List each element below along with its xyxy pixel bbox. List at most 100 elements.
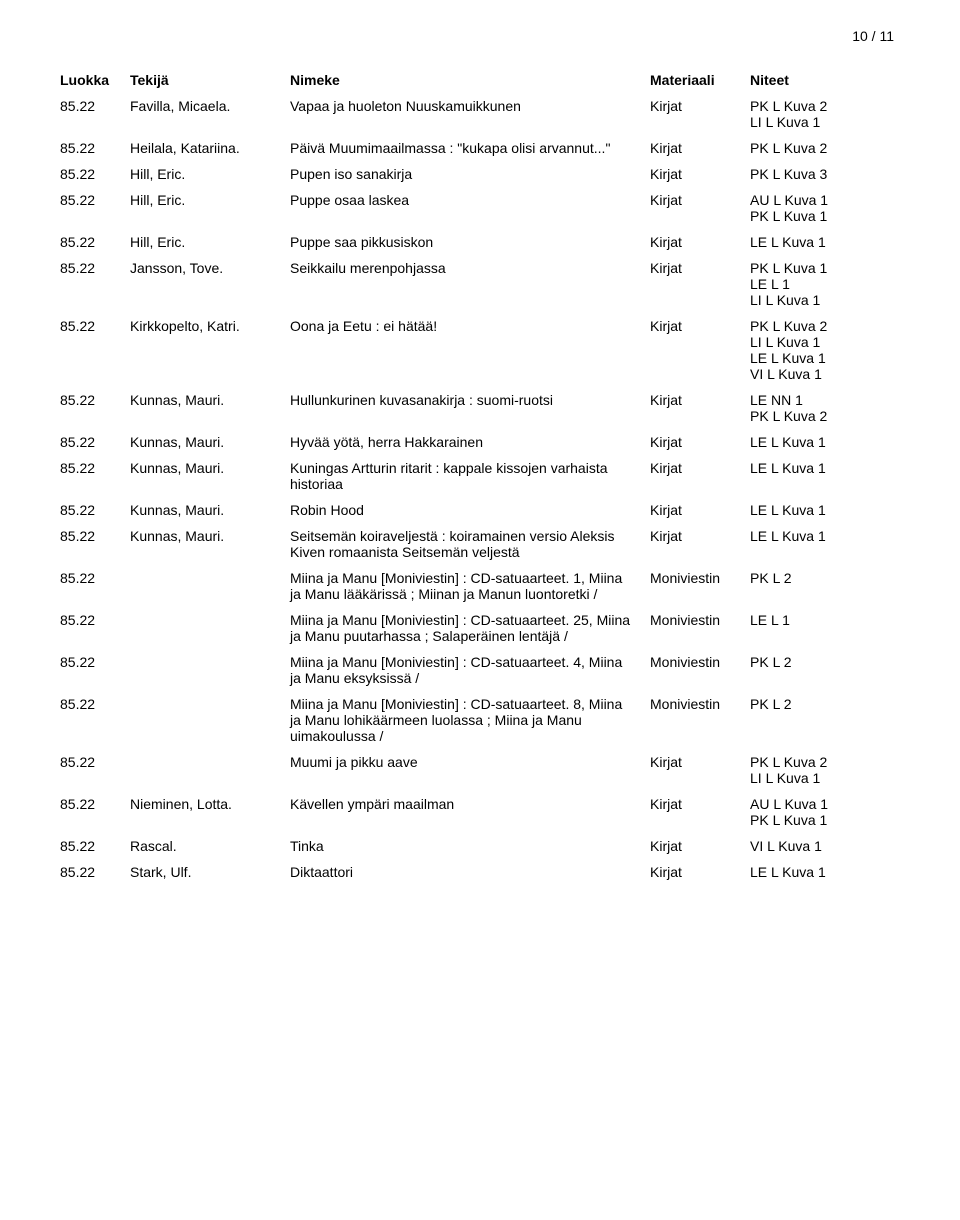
cell-tekija: Rascal. bbox=[130, 838, 290, 854]
cell-niteet: LE L 1 bbox=[750, 612, 900, 628]
nite-line: LE L Kuva 1 bbox=[750, 350, 900, 366]
cell-niteet: PK L 2 bbox=[750, 696, 900, 712]
cell-nimeke: Robin Hood bbox=[290, 502, 650, 518]
table-row: 85.22Miina ja Manu [Moniviestin] : CD-sa… bbox=[60, 654, 900, 686]
nite-line: LE L Kuva 1 bbox=[750, 234, 900, 250]
cell-niteet: AU L Kuva 1PK L Kuva 1 bbox=[750, 192, 900, 224]
nite-line: LE L Kuva 1 bbox=[750, 460, 900, 476]
cell-nimeke: Diktaattori bbox=[290, 864, 650, 880]
nite-line: PK L Kuva 1 bbox=[750, 208, 900, 224]
header-tekija: Tekijä bbox=[130, 72, 290, 88]
cell-materiaali: Kirjat bbox=[650, 502, 750, 518]
cell-materiaali: Kirjat bbox=[650, 864, 750, 880]
nite-line: LI L Kuva 1 bbox=[750, 334, 900, 350]
cell-niteet: PK L Kuva 3 bbox=[750, 166, 900, 182]
cell-tekija: Kunnas, Mauri. bbox=[130, 460, 290, 476]
table-row: 85.22 Muumi ja pikku aaveKirjatPK L Kuva … bbox=[60, 754, 900, 786]
cell-tekija: Hill, Eric. bbox=[130, 192, 290, 208]
cell-materiaali: Moniviestin bbox=[650, 654, 750, 670]
cell-materiaali: Kirjat bbox=[650, 528, 750, 544]
nite-line: PK L Kuva 2 bbox=[750, 408, 900, 424]
cell-tekija: Kunnas, Mauri. bbox=[130, 502, 290, 518]
cell-niteet: PK L Kuva 2LI L Kuva 1LE L Kuva 1VI L Ku… bbox=[750, 318, 900, 382]
cell-nimeke: Pupen iso sanakirja bbox=[290, 166, 650, 182]
cell-materiaali: Kirjat bbox=[650, 234, 750, 250]
cell-niteet: LE L Kuva 1 bbox=[750, 864, 900, 880]
cell-nimeke: Seikkailu merenpohjassa bbox=[290, 260, 650, 276]
cell-luokka: 85.22 bbox=[60, 864, 130, 880]
cell-niteet: PK L Kuva 1LE L 1LI L Kuva 1 bbox=[750, 260, 900, 308]
table-row: 85.22Kunnas, Mauri.Hyvää yötä, herra Hak… bbox=[60, 434, 900, 450]
nite-line: PK L Kuva 1 bbox=[750, 812, 900, 828]
cell-tekija: Kunnas, Mauri. bbox=[130, 434, 290, 450]
cell-nimeke: Vapaa ja huoleton Nuuskamuikkunen bbox=[290, 98, 650, 114]
nite-line: VI L Kuva 1 bbox=[750, 838, 900, 854]
cell-luokka: 85.22 bbox=[60, 434, 130, 450]
cell-niteet: PK L Kuva 2 bbox=[750, 140, 900, 156]
cell-tekija: Heilala, Katariina. bbox=[130, 140, 290, 156]
table-row: 85.22Hill, Eric.Puppe saa pikkusiskonKir… bbox=[60, 234, 900, 250]
cell-nimeke: Miina ja Manu [Moniviestin] : CD-satuaar… bbox=[290, 696, 650, 744]
cell-luokka: 85.22 bbox=[60, 460, 130, 476]
cell-materiaali: Kirjat bbox=[650, 166, 750, 182]
cell-niteet: VI L Kuva 1 bbox=[750, 838, 900, 854]
table-row: 85.22Jansson, Tove.Seikkailu merenpohjas… bbox=[60, 260, 900, 308]
nite-line: PK L Kuva 3 bbox=[750, 166, 900, 182]
cell-luokka: 85.22 bbox=[60, 318, 130, 334]
cell-materiaali: Kirjat bbox=[650, 318, 750, 334]
nite-line: PK L Kuva 2 bbox=[750, 754, 900, 770]
nite-line: PK L 2 bbox=[750, 696, 900, 712]
cell-nimeke: Miina ja Manu [Moniviestin] : CD-satuaar… bbox=[290, 612, 650, 644]
table-row: 85.22Kunnas, Mauri.Kuningas Artturin rit… bbox=[60, 460, 900, 492]
table-row: 85.22Favilla, Micaela.Vapaa ja huoleton … bbox=[60, 98, 900, 130]
cell-niteet: PK L Kuva 2LI L Kuva 1 bbox=[750, 98, 900, 130]
nite-line: PK L 2 bbox=[750, 654, 900, 670]
cell-nimeke: Puppe saa pikkusiskon bbox=[290, 234, 650, 250]
cell-nimeke: Hyvää yötä, herra Hakkarainen bbox=[290, 434, 650, 450]
nite-line: VI L Kuva 1 bbox=[750, 366, 900, 382]
cell-niteet: LE NN 1PK L Kuva 2 bbox=[750, 392, 900, 424]
header-niteet: Niteet bbox=[750, 72, 900, 88]
nite-line: PK L Kuva 2 bbox=[750, 140, 900, 156]
cell-luokka: 85.22 bbox=[60, 754, 130, 770]
table-row: 85.22Hill, Eric.Puppe osaa laskeaKirjatA… bbox=[60, 192, 900, 224]
nite-line: PK L Kuva 1 bbox=[750, 260, 900, 276]
table-row: 85.22Miina ja Manu [Moniviestin] : CD-sa… bbox=[60, 612, 900, 644]
header-nimeke: Nimeke bbox=[290, 72, 650, 88]
cell-materiaali: Kirjat bbox=[650, 260, 750, 276]
cell-nimeke: Päivä Muumimaailmassa : "kukapa olisi ar… bbox=[290, 140, 650, 156]
cell-materiaali: Kirjat bbox=[650, 98, 750, 114]
cell-luokka: 85.22 bbox=[60, 392, 130, 408]
cell-luokka: 85.22 bbox=[60, 192, 130, 208]
cell-niteet: LE L Kuva 1 bbox=[750, 528, 900, 544]
cell-luokka: 85.22 bbox=[60, 696, 130, 712]
nite-line: AU L Kuva 1 bbox=[750, 796, 900, 812]
cell-luokka: 85.22 bbox=[60, 98, 130, 114]
cell-nimeke: Muumi ja pikku aave bbox=[290, 754, 650, 770]
cell-luokka: 85.22 bbox=[60, 260, 130, 276]
nite-line: LE L Kuva 1 bbox=[750, 502, 900, 518]
cell-nimeke: Miina ja Manu [Moniviestin] : CD-satuaar… bbox=[290, 570, 650, 602]
nite-line: LE L Kuva 1 bbox=[750, 528, 900, 544]
cell-niteet: LE L Kuva 1 bbox=[750, 460, 900, 476]
table-row: 85.22 Miina ja Manu [Moniviestin] : CD-sa… bbox=[60, 696, 900, 744]
table-row: 85.22Rascal.TinkaKirjatVI L Kuva 1 bbox=[60, 838, 900, 854]
cell-niteet: PK L 2 bbox=[750, 570, 900, 586]
cell-tekija: Kunnas, Mauri. bbox=[130, 528, 290, 544]
nite-line: PK L Kuva 2 bbox=[750, 98, 900, 114]
cell-nimeke: Kuningas Artturin ritarit : kappale kiss… bbox=[290, 460, 650, 492]
table-row: 85.22Hill, Eric.Pupen iso sanakirjaKirja… bbox=[60, 166, 900, 182]
cell-niteet: PK L 2 bbox=[750, 654, 900, 670]
cell-materiaali: Kirjat bbox=[650, 754, 750, 770]
cell-nimeke: Kävellen ympäri maailman bbox=[290, 796, 650, 812]
table-row: 85.22Kirkkopelto, Katri.Oona ja Eetu : e… bbox=[60, 318, 900, 382]
cell-luokka: 85.22 bbox=[60, 140, 130, 156]
cell-nimeke: Seitsemän koiraveljestä : koiramainen ve… bbox=[290, 528, 650, 560]
table-body: 85.22Favilla, Micaela.Vapaa ja huoleton … bbox=[60, 98, 900, 880]
nite-line: LE NN 1 bbox=[750, 392, 900, 408]
nite-line: LE L Kuva 1 bbox=[750, 864, 900, 880]
cell-materiaali: Moniviestin bbox=[650, 570, 750, 586]
cell-luokka: 85.22 bbox=[60, 838, 130, 854]
cell-nimeke: Hullunkurinen kuvasanakirja : suomi-ruot… bbox=[290, 392, 650, 408]
table-row: 85.22Heilala, Katariina.Päivä Muumimaail… bbox=[60, 140, 900, 156]
